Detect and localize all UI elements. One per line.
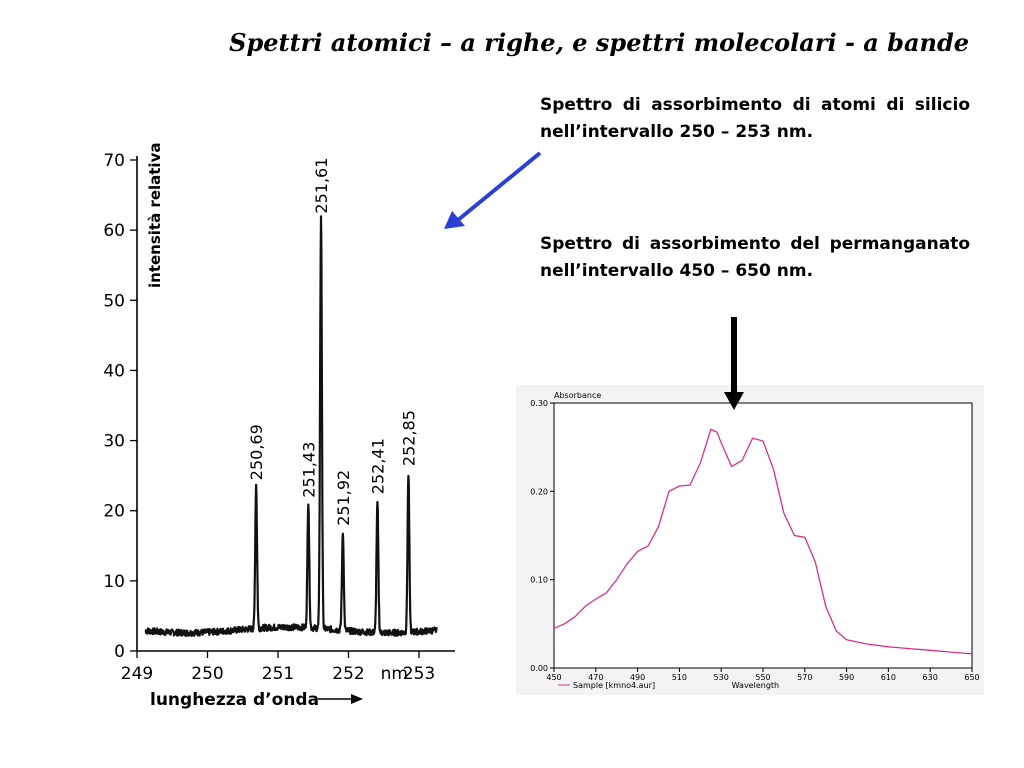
x-tick-label: 470 bbox=[588, 673, 603, 682]
peak-label: 251,92 bbox=[334, 470, 353, 526]
peak-label: 251,61 bbox=[312, 158, 331, 214]
y-axis-title: intensità relativa bbox=[146, 143, 164, 288]
x-tick-label: 530 bbox=[714, 673, 729, 682]
plot-frame bbox=[553, 402, 973, 669]
x-axis-title: Wavelength bbox=[732, 681, 779, 690]
x-tick-label: 253 bbox=[403, 664, 435, 684]
legend-label: Sample [kmno4.aur] bbox=[573, 681, 655, 690]
y-axis-title: Absorbance bbox=[554, 391, 601, 400]
x-tick-label: 650 bbox=[964, 673, 979, 682]
annotation-arrows bbox=[444, 151, 744, 410]
blue-arrow-head bbox=[444, 211, 465, 229]
y-tick-label: 0.30 bbox=[530, 399, 548, 408]
y-tick-label: 60 bbox=[103, 221, 125, 241]
peak-label: 250,69 bbox=[247, 424, 266, 480]
x-tick-label: 252 bbox=[332, 664, 364, 684]
black-arrow-head bbox=[724, 392, 744, 410]
x-tick-label: 590 bbox=[839, 673, 854, 682]
peak-label: 252,41 bbox=[368, 438, 387, 494]
x-tick-label: 610 bbox=[881, 673, 896, 682]
y-tick-label: 0.00 bbox=[530, 664, 548, 673]
y-tick-label: 10 bbox=[103, 572, 125, 592]
x-axis-title-arrow-head bbox=[351, 694, 363, 704]
y-tick-label: 0 bbox=[114, 642, 125, 662]
peak-label: 251,43 bbox=[299, 442, 318, 498]
permanganate-absorbance-line bbox=[553, 428, 973, 655]
x-tick-label: 250 bbox=[191, 664, 223, 684]
x-tick-label: 630 bbox=[923, 673, 938, 682]
x-tick-label: 510 bbox=[672, 673, 687, 682]
x-unit-label: nm bbox=[381, 664, 408, 684]
black-arrow-shaft bbox=[731, 317, 737, 393]
x-tick-label: 550 bbox=[755, 673, 770, 682]
peak-label: 252,85 bbox=[399, 410, 418, 466]
y-tick-label: 50 bbox=[103, 291, 125, 311]
caption-silicon-spectrum: Spettro di assorbimento di atomi di sili… bbox=[540, 95, 970, 142]
y-tick-label: 0.20 bbox=[530, 487, 548, 496]
caption-permanganate-spectrum: Spettro di assorbimento del permanganato… bbox=[540, 234, 970, 281]
blue-arrow-shaft bbox=[456, 151, 542, 222]
x-tick-label: 570 bbox=[797, 673, 812, 682]
silicon-spectrum-line bbox=[144, 215, 438, 638]
slide-title: Spettri atomici – a righe, e spettri mol… bbox=[229, 28, 969, 57]
y-tick-label: 0.10 bbox=[530, 576, 548, 585]
y-tick-label: 20 bbox=[103, 502, 125, 522]
permanganate-band-spectrum-chart: 0.00 0.10 0.20 0.30 450 470 490 510 530 550 570 590… bbox=[516, 385, 984, 695]
x-tick-label: 450 bbox=[546, 673, 561, 682]
x-axis-title: lunghezza d’onda bbox=[150, 690, 319, 710]
x-tick-label: 251 bbox=[262, 664, 294, 684]
y-tick-label: 40 bbox=[103, 361, 125, 381]
x-tick-label: 249 bbox=[121, 664, 153, 684]
y-tick-label: 70 bbox=[103, 151, 125, 171]
x-tick-label: 490 bbox=[630, 673, 645, 682]
y-tick-label: 30 bbox=[103, 432, 125, 452]
